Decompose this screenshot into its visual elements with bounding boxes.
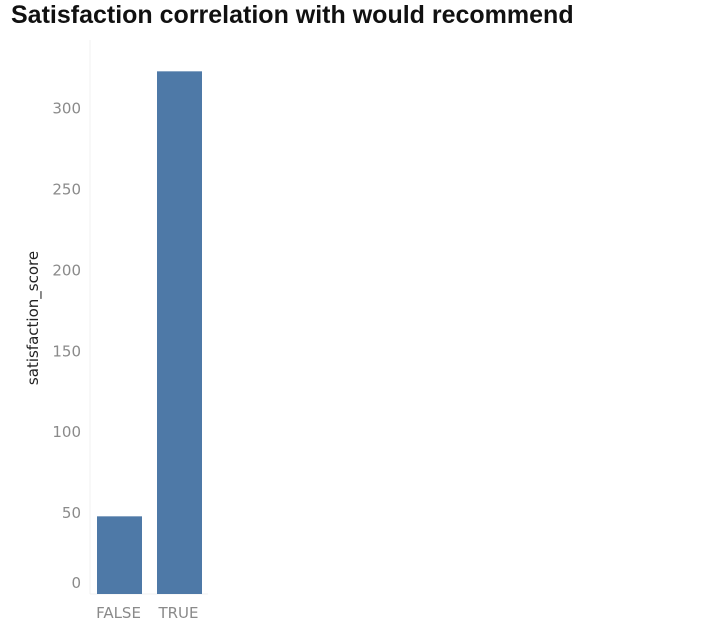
y-tick-label: 50 [62, 504, 81, 522]
y-tick-label: 250 [52, 180, 81, 198]
bar-true[interactable] [157, 71, 202, 594]
x-tick-label: TRUE [157, 604, 198, 622]
y-tick-labels: 0 50 100 150 200 250 300 [52, 100, 81, 592]
y-tick-label: 150 [52, 342, 81, 360]
y-tick-label: 100 [52, 423, 81, 441]
y-axis-title: satisfaction_score [24, 251, 43, 385]
y-tick-label: 200 [52, 261, 81, 279]
y-tick-label: 0 [71, 574, 81, 592]
bar-false[interactable] [97, 516, 142, 594]
x-tick-labels: FALSE TRUE [96, 604, 198, 622]
bars [97, 71, 202, 594]
chart-title: Satisfaction correlation with would reco… [11, 1, 574, 29]
y-tick-label: 300 [52, 100, 81, 118]
x-tick-label: FALSE [96, 604, 141, 622]
